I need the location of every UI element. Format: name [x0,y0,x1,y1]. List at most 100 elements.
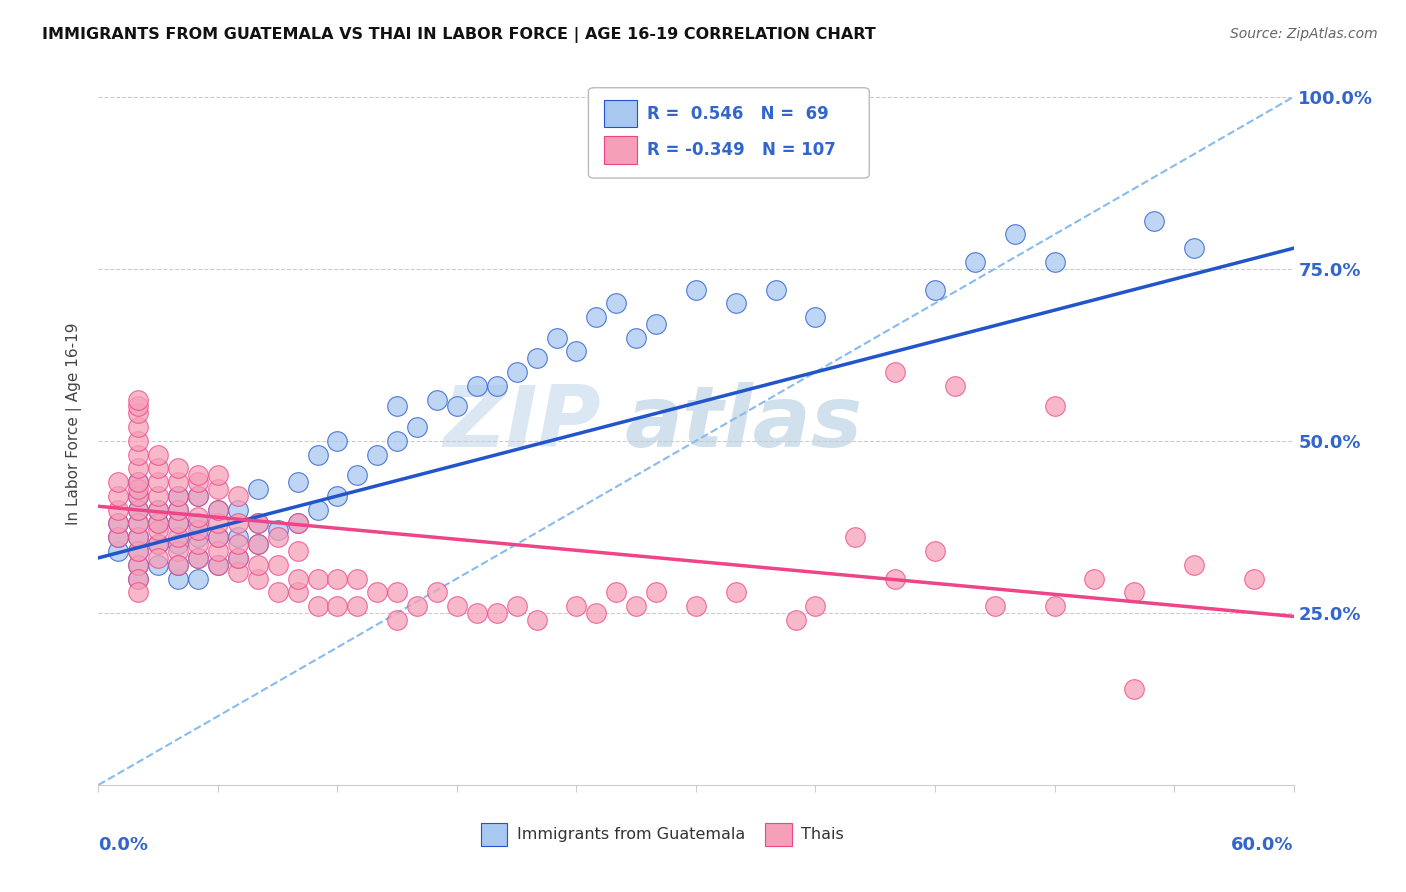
Text: 0.0%: 0.0% [98,836,149,854]
Point [127,530,149,544]
Point [267,530,290,544]
Point [884,572,907,586]
Point [1043,400,1066,414]
Point [226,550,249,565]
Point [605,296,627,310]
FancyBboxPatch shape [589,87,869,178]
Point [148,537,170,551]
Point [326,572,349,586]
Point [366,585,388,599]
Point [107,530,129,544]
Point [127,406,149,420]
Text: atlas: atlas [624,382,862,466]
Point [226,489,249,503]
Point [187,475,209,490]
Point [167,558,190,572]
Point [246,537,269,551]
Point [148,516,170,531]
Point [207,502,229,516]
Point [167,461,190,475]
Point [148,550,170,565]
Point [107,516,129,531]
Point [924,283,946,297]
Point [446,599,468,613]
Point [924,544,946,558]
Text: R = -0.349   N = 107: R = -0.349 N = 107 [647,141,835,159]
Point [226,502,249,516]
Point [127,544,149,558]
Point [426,585,449,599]
Point [246,482,269,496]
Point [107,544,129,558]
Point [326,599,349,613]
Point [446,400,468,414]
Text: IMMIGRANTS FROM GUATEMALA VS THAI IN LABOR FORCE | AGE 16-19 CORRELATION CHART: IMMIGRANTS FROM GUATEMALA VS THAI IN LAB… [42,27,876,43]
Point [385,400,409,414]
Point [326,489,349,503]
Point [307,599,329,613]
Point [148,502,170,516]
Point [1083,572,1105,586]
Bar [605,136,637,163]
Point [148,502,170,516]
Point [526,613,548,627]
Point [346,599,368,613]
Point [246,572,269,586]
Point [127,516,149,531]
Point [246,516,269,531]
Point [267,524,290,538]
Point [107,502,129,516]
Point [167,572,190,586]
Point [167,516,190,531]
Point [127,489,149,503]
Point [107,489,129,503]
Point [963,255,986,269]
Point [127,482,149,496]
Point [724,585,747,599]
Point [326,434,349,448]
Point [148,537,170,551]
Point [465,606,488,620]
Point [385,434,409,448]
Point [526,351,548,366]
Point [226,550,249,565]
Point [366,448,388,462]
Point [187,489,209,503]
Point [585,310,607,324]
Point [765,283,787,297]
Point [546,331,568,345]
Point [565,599,588,613]
Point [148,448,170,462]
Point [127,530,149,544]
Point [267,585,290,599]
Point [267,558,290,572]
Point [724,296,747,310]
Point [127,544,149,558]
Point [246,537,269,551]
Point [287,572,309,586]
Point [187,509,209,524]
Point [287,475,309,490]
Point [127,448,149,462]
Text: Thais: Thais [801,827,844,842]
Point [246,558,269,572]
Point [127,475,149,490]
Point [127,516,149,531]
Point [1043,599,1066,613]
Point [167,489,190,503]
Point [187,537,209,551]
Point [207,544,229,558]
Point [167,502,190,516]
Point [984,599,1007,613]
Point [626,331,648,345]
Point [207,530,229,544]
Point [127,558,149,572]
Point [148,475,170,490]
Point [167,544,190,558]
Point [1143,213,1166,227]
Point [148,558,170,572]
Point [645,317,668,331]
Text: 60.0%: 60.0% [1232,836,1294,854]
Point [246,516,269,531]
Point [307,572,329,586]
